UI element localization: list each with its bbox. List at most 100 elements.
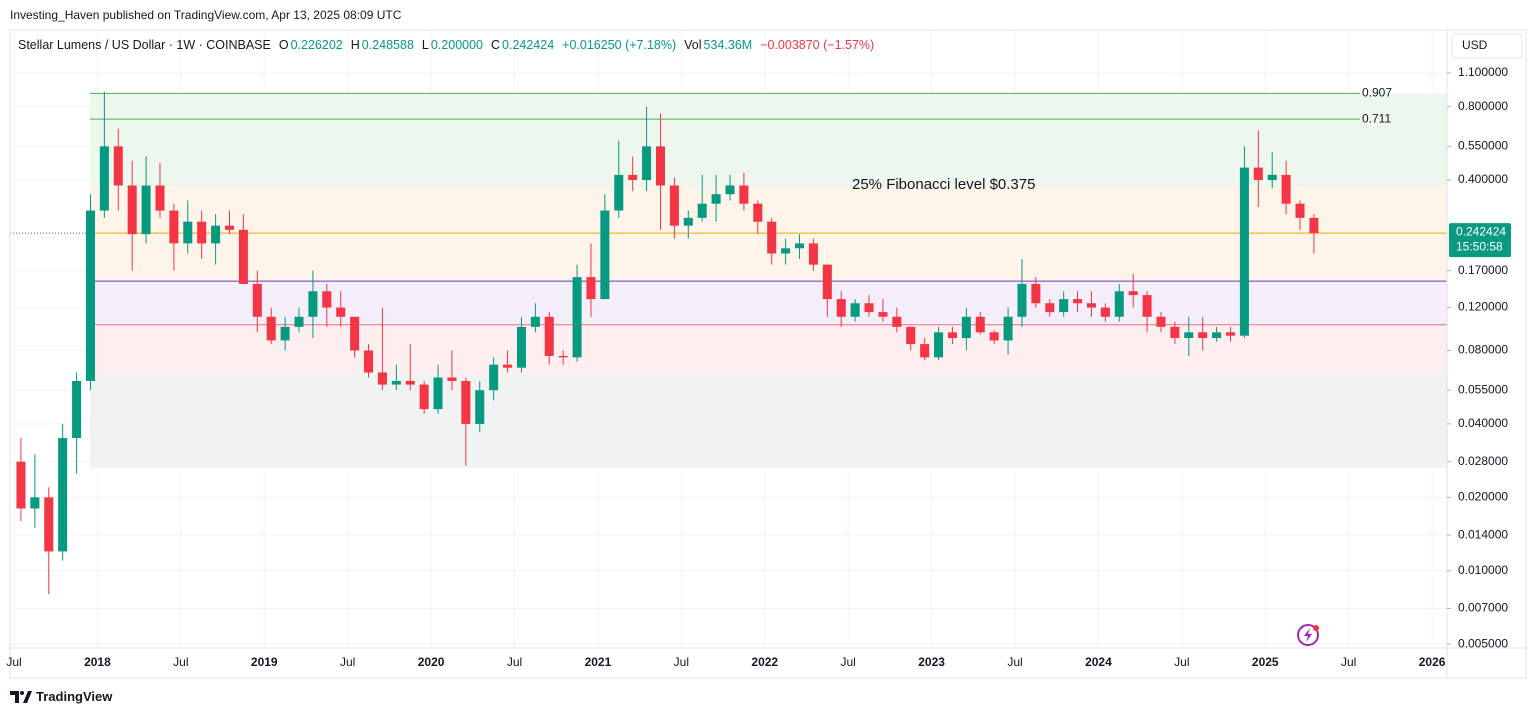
footer: TradingView bbox=[10, 689, 112, 704]
volume-value: 534.36M bbox=[703, 38, 753, 52]
x-tick-label: Jul bbox=[1174, 655, 1189, 669]
candle-body bbox=[419, 384, 429, 410]
candle-body bbox=[1086, 303, 1096, 308]
x-tick-label: 2026 bbox=[1419, 655, 1446, 669]
candle-body bbox=[113, 146, 123, 186]
candle-body bbox=[586, 277, 596, 300]
x-tick-label: Jul bbox=[6, 655, 21, 669]
candle-body bbox=[1031, 283, 1041, 304]
candle-body bbox=[169, 210, 179, 244]
candle-body bbox=[127, 185, 137, 235]
candle-body bbox=[794, 243, 805, 249]
candle-body bbox=[697, 203, 707, 218]
candle-body bbox=[391, 380, 401, 385]
candle-body bbox=[141, 185, 151, 235]
high-key: H bbox=[350, 38, 360, 52]
candle-body bbox=[947, 332, 957, 339]
candle-body bbox=[1225, 332, 1236, 336]
y-tick-label: 0.550000 bbox=[1458, 139, 1508, 153]
last-price-box bbox=[1449, 223, 1511, 258]
close-key: C bbox=[491, 38, 501, 52]
candle-body bbox=[628, 174, 638, 181]
y-tick-label: 0.010000 bbox=[1458, 563, 1508, 577]
symbol-legend: Stellar Lumens / US Dollar · 1W · COINBA… bbox=[18, 38, 876, 52]
candle-body bbox=[600, 210, 610, 300]
fib-band bbox=[90, 374, 1447, 468]
candle-body bbox=[447, 377, 457, 381]
candle-body bbox=[1100, 307, 1110, 317]
candle-body bbox=[961, 316, 971, 339]
y-tick-label: 0.014000 bbox=[1458, 527, 1508, 541]
candle-body bbox=[892, 316, 902, 327]
candle-body bbox=[739, 185, 749, 204]
x-tick-label: Jul bbox=[340, 655, 355, 669]
symbol: Stellar Lumens / US Dollar · 1W · COINBA… bbox=[18, 38, 271, 52]
candle-body bbox=[155, 185, 165, 211]
candle-body bbox=[850, 303, 860, 317]
candle-body bbox=[16, 461, 26, 509]
candle-body bbox=[906, 326, 916, 345]
frame bbox=[9, 29, 1527, 679]
candle-body bbox=[475, 390, 485, 424]
candle-body bbox=[30, 497, 40, 509]
x-tick-label: Jul bbox=[674, 655, 689, 669]
candle-body bbox=[266, 316, 276, 341]
volume-change: −0.003870 (−1.57%) bbox=[760, 38, 875, 52]
candle-body bbox=[99, 146, 109, 211]
candle-body bbox=[711, 194, 721, 204]
candle-body bbox=[85, 210, 95, 381]
x-tick-label: Jul bbox=[173, 655, 188, 669]
currency: USD bbox=[1462, 38, 1488, 52]
candle-body bbox=[655, 146, 666, 186]
y-tick-label: 0.055000 bbox=[1458, 382, 1508, 396]
fib-level-label: 0.907 bbox=[1362, 86, 1392, 100]
candle-body bbox=[1267, 174, 1277, 181]
candle-body bbox=[781, 248, 791, 254]
candle-body bbox=[503, 364, 513, 368]
candle-body bbox=[1309, 217, 1319, 234]
candle-body bbox=[336, 307, 346, 317]
x-tick-label: Jul bbox=[1007, 655, 1022, 669]
currency-box[interactable] bbox=[1451, 33, 1523, 59]
candle-body bbox=[669, 185, 679, 226]
candle-body bbox=[377, 372, 387, 385]
candle-body bbox=[767, 221, 777, 254]
candle-body bbox=[614, 174, 624, 211]
candle-body bbox=[1059, 299, 1069, 313]
y-tick-label: 0.120000 bbox=[1458, 300, 1508, 314]
candle-body bbox=[1239, 167, 1249, 336]
candle-body bbox=[461, 380, 471, 424]
x-tick-label: 2019 bbox=[251, 655, 278, 669]
fib-level-label: 0.711 bbox=[1362, 111, 1391, 125]
x-tick-label: 2020 bbox=[418, 655, 445, 669]
candle-body bbox=[753, 203, 763, 222]
x-tick-label: Jul bbox=[507, 655, 522, 669]
candle-body bbox=[280, 326, 290, 341]
candle-body bbox=[44, 497, 54, 552]
candle-body bbox=[72, 380, 82, 439]
candle-body bbox=[364, 350, 374, 373]
candle-body bbox=[489, 364, 499, 391]
axis-layer: USD 1.100000 0.800000 0.550000 0.400000 0.17… bbox=[6, 29, 1527, 679]
candle-body bbox=[934, 332, 944, 358]
candle-body bbox=[1003, 316, 1013, 341]
annotation: 25% Fibonacci level $0.375 bbox=[852, 176, 1035, 193]
candle-body bbox=[558, 355, 568, 358]
candle-body bbox=[1295, 203, 1305, 218]
candle-body bbox=[516, 326, 526, 368]
candle-body bbox=[1198, 332, 1208, 339]
x-tick-label: 2022 bbox=[751, 655, 778, 669]
candle-body bbox=[822, 264, 832, 300]
y-tick-label: 0.005000 bbox=[1458, 636, 1508, 650]
candle-body bbox=[920, 344, 930, 358]
y-tick-label: 0.170000 bbox=[1458, 263, 1508, 277]
y-tick-label: 0.007000 bbox=[1458, 601, 1508, 615]
countdown: 15:50:58 bbox=[1456, 239, 1503, 253]
x-tick-label: 2021 bbox=[585, 655, 612, 669]
candle-body bbox=[864, 303, 874, 313]
candle-body bbox=[58, 438, 68, 552]
lightning-icon[interactable] bbox=[1297, 624, 1319, 646]
candle-body bbox=[725, 185, 735, 195]
close-value: 0.242424 bbox=[502, 38, 555, 52]
